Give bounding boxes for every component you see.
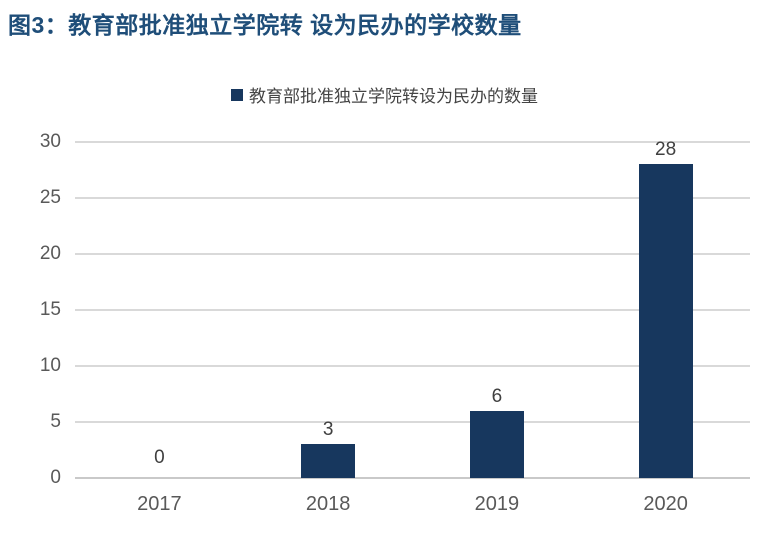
legend: 教育部批准独立学院转设为民办的数量 xyxy=(0,82,769,107)
y-axis-tick-label: 10 xyxy=(39,355,61,376)
value-label-2020: 28 xyxy=(655,139,677,160)
value-label-2018: 3 xyxy=(322,419,334,440)
y-axis-tick-label: 5 xyxy=(50,411,61,432)
gridline-y0 xyxy=(75,477,750,479)
bar-2018 xyxy=(301,444,356,478)
legend-label: 教育部批准独立学院转设为民办的数量 xyxy=(249,87,538,106)
y-axis-tick-label: 30 xyxy=(39,131,61,152)
gridline-y5 xyxy=(75,421,750,423)
x-axis-tick-label: 2020 xyxy=(643,493,688,515)
x-axis-tick-label: 2017 xyxy=(137,493,182,515)
y-axis-tick-label: 0 xyxy=(50,467,61,488)
y-axis-tick-label: 25 xyxy=(39,187,61,208)
value-label-2017: 0 xyxy=(154,447,165,468)
plot-area: 0 5 10 15 20 25 30 0 2017 3 2018 6 2019 28 2020 xyxy=(40,131,750,515)
y-axis-tick-label: 20 xyxy=(39,243,61,264)
gridline-y30 xyxy=(75,141,750,143)
gridline-y25 xyxy=(75,197,750,199)
x-axis-tick-label: 2018 xyxy=(305,493,351,515)
gridline-y20 xyxy=(75,253,750,255)
x-axis-tick-label: 2019 xyxy=(474,493,520,515)
figure-title: 图3：教育部批准独立学院转 设为民办的学校数量 xyxy=(8,12,522,38)
bar-2020 xyxy=(638,164,693,478)
y-axis-tick-label: 15 xyxy=(39,299,61,320)
value-label-2019: 6 xyxy=(491,386,503,407)
bar-2019 xyxy=(469,411,524,478)
legend-swatch-icon xyxy=(231,88,243,101)
gridline-y10 xyxy=(75,365,750,367)
gridline-y15 xyxy=(75,309,750,311)
